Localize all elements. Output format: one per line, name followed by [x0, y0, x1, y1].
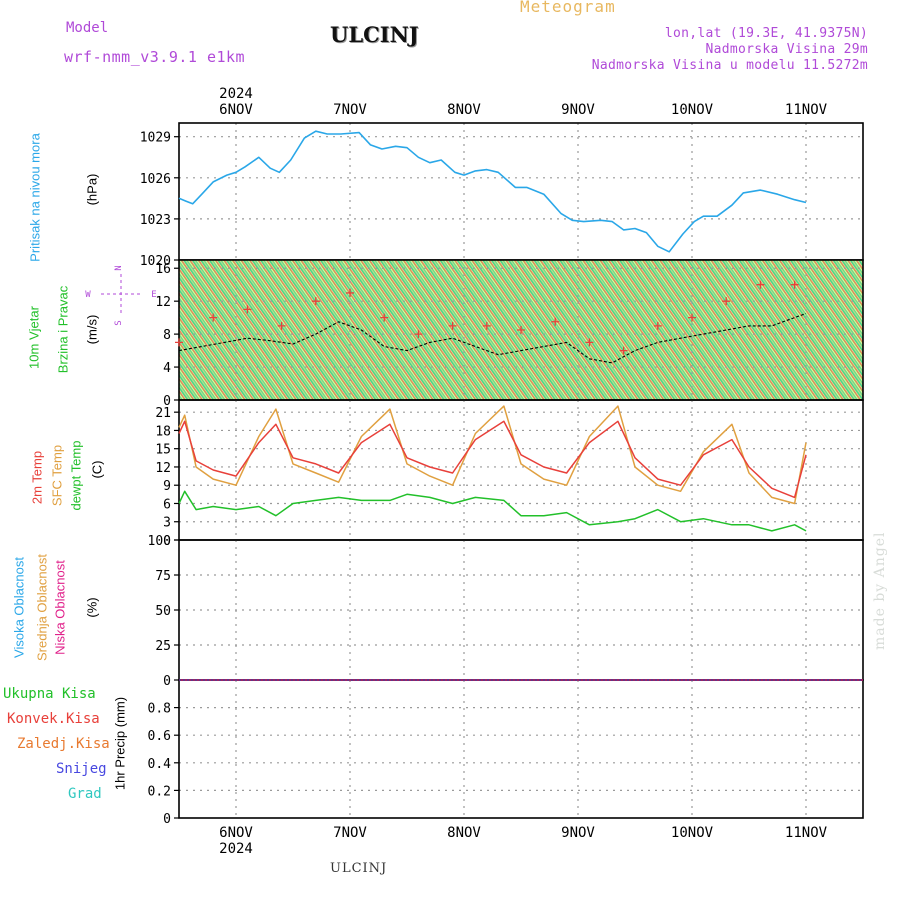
temperature-tick-label: 3 [163, 516, 171, 531]
wind-rose-cross [101, 274, 141, 315]
bottom-day-label: 7NOV [333, 825, 367, 841]
top-day-label: 6NOV [219, 102, 253, 118]
bottom-day-label: 11NOV [785, 825, 828, 841]
legend-freezing-rain: Zaledj.Kisa [17, 736, 110, 752]
precip-tick-label: 0.4 [148, 757, 172, 772]
wind-gust-mark [619, 346, 628, 355]
wind-rose-rose_n: N [114, 265, 124, 270]
precip-tick-label: 0 [163, 812, 171, 827]
top-day-label: 7NOV [333, 102, 367, 118]
wind-rose-rose_e: E [151, 290, 156, 300]
wind-rose-rose_w: W [85, 290, 91, 300]
top-day-label: 10NOV [671, 102, 714, 118]
pressure-tick-label: 1029 [140, 131, 171, 146]
wind-tick-label: 0 [163, 394, 171, 409]
wind-gust-mark [243, 305, 252, 314]
wind-gust-mark [175, 338, 183, 347]
wind-gust-mark [380, 313, 389, 322]
cloud-tick-label: 25 [155, 639, 171, 654]
bottom-day-label: 8NOV [447, 825, 481, 841]
model-value: wrf-nmm_v3.9.1 e1km [64, 48, 246, 66]
legend-snow: Snijeg [56, 761, 107, 777]
model-altitude-label: Nadmorska Visina u modelu 11.5272m [591, 58, 868, 73]
pressure-panel-frame [178, 122, 864, 261]
top-day-label: 9NOV [561, 102, 595, 118]
footer-station: ULCINJ [330, 861, 388, 876]
pressure-tick-label: 1023 [140, 213, 171, 228]
legend-total-rain: Ukupna Kisa [3, 686, 96, 702]
temperature-tick-label: 9 [163, 479, 171, 494]
temperature-tick-label: 21 [155, 406, 171, 421]
temperature-tick-label: 18 [155, 424, 171, 439]
wind-tick-label: 12 [155, 295, 171, 310]
altitude-label: Nadmorska Visina 29m [705, 42, 868, 57]
meteogram-title: Meteogram [520, 0, 616, 16]
pressure-tick-label: 1026 [140, 172, 171, 187]
wind-gust-mark [517, 326, 525, 334]
wind-tick-label: 8 [163, 328, 171, 343]
wind-tick-label: 4 [163, 361, 171, 376]
cloud-tick-label: 0 [163, 674, 171, 689]
wind-gust-mark [414, 330, 423, 339]
temperature-tick-label: 15 [155, 443, 171, 458]
bottom-day-label: 6NOV [219, 825, 253, 841]
wind-gust-mark [722, 297, 731, 306]
top-day-label: 11NOV [785, 102, 828, 118]
pressure-line [178, 130, 807, 253]
wind-rose-icon: N S W E [85, 265, 156, 325]
temperature-panel-frame [178, 399, 864, 541]
legend-convective-rain: Konvek.Kisa [7, 711, 100, 727]
precip-tick-label: 0.2 [148, 784, 171, 799]
wind-gust-mark [653, 321, 662, 330]
legend-hail: Grad [68, 786, 102, 802]
bottom-day-label: 10NOV [671, 825, 714, 841]
temperature-tick-label: 0 [163, 534, 171, 549]
cloud-tick-label: 75 [155, 569, 171, 584]
wind-gust-mark [482, 321, 491, 330]
precip-tick-label: 0.8 [148, 702, 171, 717]
wind-gust-mark [311, 297, 320, 306]
precip-tick-label: 0.6 [148, 729, 171, 744]
wind-gust-mark [448, 321, 457, 330]
sfc-temp-line [178, 405, 807, 505]
cloud-tick-label: 50 [155, 604, 171, 619]
temperature-tick-label: 6 [163, 497, 171, 512]
pressure-tick-label: 1020 [140, 254, 171, 269]
station-title: ULCINJ [330, 22, 419, 47]
bottom-year-label: 2024 [219, 841, 253, 857]
wind-tick-label: 16 [155, 262, 171, 277]
top-year-label: 2024 [219, 86, 253, 102]
cloud-tick-label: 100 [148, 534, 171, 549]
temperature-tick-label: 12 [155, 461, 171, 476]
dewpt-temp-line [178, 490, 807, 532]
bottom-day-label: 9NOV [561, 825, 595, 841]
wind-gust-mark [209, 313, 218, 322]
lonlat-label: lon,lat (19.3E, 41.9375N) [664, 26, 868, 41]
wind-gust-mark [277, 321, 286, 330]
model-label: Model [66, 20, 109, 36]
precip-panel-frame [178, 679, 864, 819]
wind-gust-mark [790, 280, 799, 289]
top-day-label: 8NOV [447, 102, 481, 118]
wind-gust-mark [551, 317, 560, 326]
wind-gust-mark [346, 288, 354, 297]
wind-rose-rose_s: S [114, 320, 124, 325]
wind-gust-mark [585, 338, 594, 347]
wind-speed-line [178, 312, 807, 364]
wind-gust-mark [756, 280, 765, 289]
2m-temp-line [178, 420, 807, 499]
wind-gust-mark [688, 313, 696, 322]
